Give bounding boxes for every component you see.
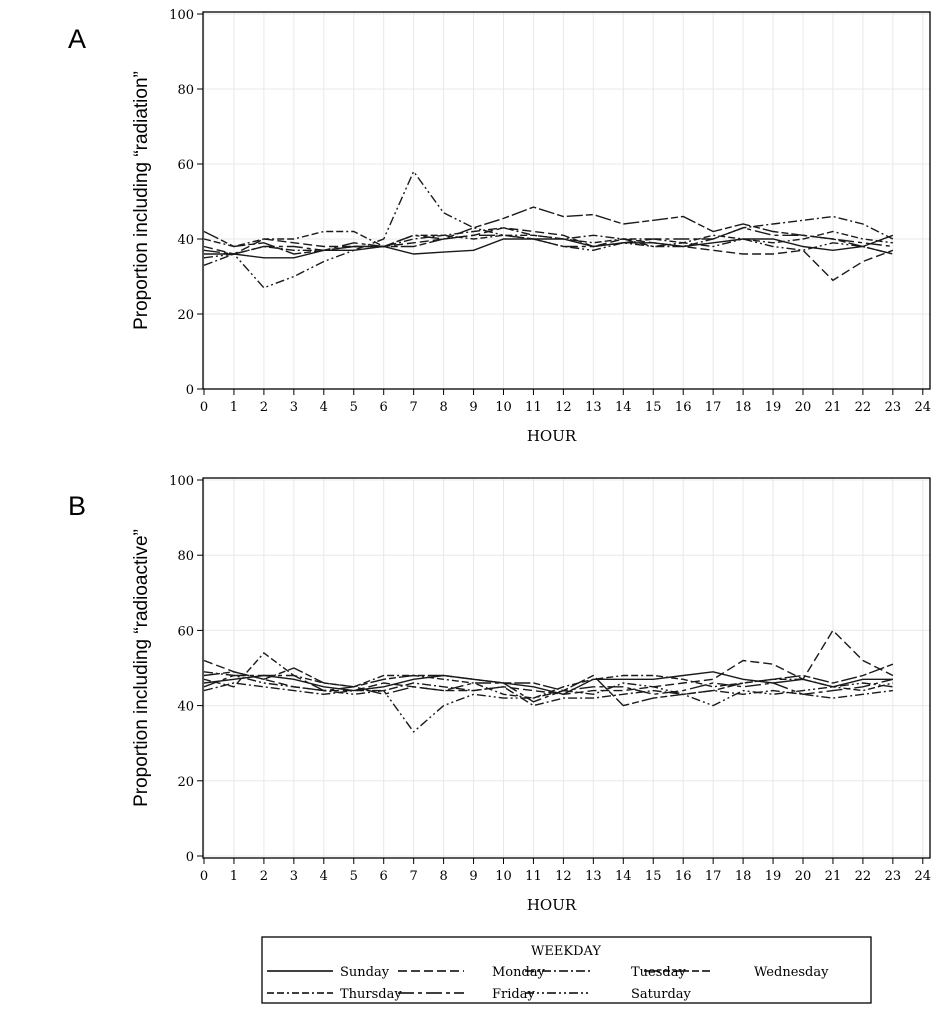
panel-b: B0 1 2 3 4 5 6 7 8 9 10 11 12 13 14 15 16 17 18 19 20 21 22 23 2… [68,474,931,914]
legend-label-friday: Friday [492,987,535,1002]
y-tick-label: 60 [177,624,194,639]
plot-frame [202,11,931,390]
y-axis-label: Proportion including “radioactive” [131,529,152,807]
x-tick-label: 4 [320,400,328,415]
x-tick-label: 8 [439,400,447,415]
x-tick-label: 13 [585,869,602,884]
panel-letter: A [68,24,86,54]
x-tick-label: 0 [200,869,208,884]
series-line-thursday [203,652,894,699]
x-axis-label: HOUR [527,896,577,914]
x-tick-label: 9 [469,400,477,415]
series-line-saturday [203,671,893,733]
x-tick-label: 21 [825,869,842,884]
x-tick-label: 20 [795,869,812,884]
x-tick-label: 5 [350,400,358,415]
series-line-monday [203,629,894,696]
series-line-saturday [203,170,894,289]
x-tick-label: 18 [735,869,752,884]
y-tick-label: 20 [177,775,194,790]
x-tick-label: 1 [230,869,238,884]
x-tick-label: 9 [469,869,477,884]
x-tick-label: 23 [885,869,902,884]
x-tick-label: 3 [290,869,298,884]
legend: WEEKDAY Sunday Monday Tuesday Wednesday Thurs… [261,936,872,1004]
y-tick-label: 80 [177,549,194,564]
y-tick-label: 40 [177,233,194,248]
x-tick-label: 13 [585,400,602,415]
x-tick-label: 6 [380,869,388,884]
x-tick-label: 11 [525,869,542,884]
x-tick-label: 7 [410,400,418,415]
x-tick-label: 3 [290,400,298,415]
y-tick-label: 20 [177,308,194,323]
series-line-wednesday [203,663,894,707]
x-tick-label: 2 [260,869,268,884]
x-tick-label: 16 [675,869,692,884]
x-axis-label: HOUR [527,427,577,445]
x-tick-label: 20 [795,400,812,415]
x-tick-label: 10 [495,869,512,884]
x-tick-label: 5 [350,869,358,884]
y-tick-label: 40 [177,700,194,715]
series-line-sunday [203,671,893,696]
x-tick-label: 22 [855,869,872,884]
legend-label-saturday: Saturday [631,987,692,1002]
legend-label-monday: Monday [492,965,546,980]
x-tick-label: 12 [555,869,572,884]
x-tick-label: 12 [555,400,572,415]
y-tick-label: 100 [169,8,194,23]
x-tick-label: 1 [230,400,238,415]
series-line-thursday [203,230,893,248]
series-line-monday [203,227,894,282]
panel-letter: B [68,491,86,521]
y-tick-label: 0 [186,850,194,865]
x-tick-label: 15 [645,869,662,884]
legend-label-tuesday: Tuesday [631,965,686,980]
series-line-friday [203,674,894,703]
x-tick-label: 22 [855,400,872,415]
y-tick-label: 100 [169,474,194,489]
x-tick-label: 4 [320,869,328,884]
x-tick-label: 19 [765,400,782,415]
x-tick-label: 16 [675,400,692,415]
series-line-wednesday [203,206,894,255]
x-tick-label: 18 [735,400,752,415]
x-tick-label: 17 [705,400,722,415]
x-tick-label: 15 [645,400,662,415]
x-tick-label: 0 [200,400,208,415]
x-tick-label: 10 [495,400,512,415]
y-axis-label: Proportion including “radiation” [131,71,152,330]
y-tick-label: 60 [177,158,194,173]
x-tick-label: 24 [915,400,932,415]
x-tick-label: 23 [885,400,902,415]
x-tick-label: 2 [260,400,268,415]
x-tick-label: 19 [765,869,782,884]
legend-box [261,936,872,1004]
series-line-friday [203,227,893,255]
y-tick-label: 80 [177,83,194,98]
x-tick-label: 7 [410,869,418,884]
x-tick-label: 24 [915,869,932,884]
series-line-tuesday [203,215,894,266]
x-tick-label: 11 [525,400,542,415]
y-tick-label: 0 [186,383,194,398]
x-tick-label: 14 [615,869,632,884]
x-tick-label: 21 [825,400,842,415]
x-tick-label: 17 [705,869,722,884]
panel-a: A0 1 2 3 4 5 6 7 8 9 10 11 12 13 14 15 16 17 18 19 20 21 22 23 2… [68,8,931,445]
x-tick-label: 8 [439,869,447,884]
x-tick-label: 6 [380,400,388,415]
legend-label-sunday: Sunday [340,965,390,980]
legend-title: WEEKDAY [531,944,601,959]
legend-label-wednesday: Wednesday [754,965,829,980]
plot-frame [202,477,931,859]
x-tick-label: 14 [615,400,632,415]
legend-label-thursday: Thursday [340,987,402,1002]
series-line-tuesday [203,682,893,707]
